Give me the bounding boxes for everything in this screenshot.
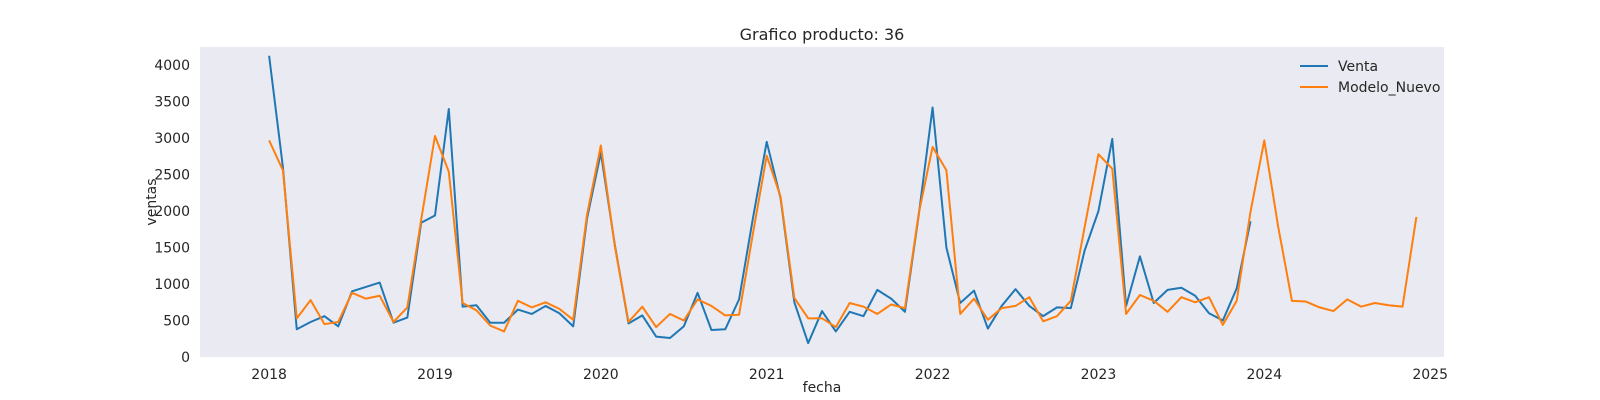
y-tick-label: 2000 <box>154 204 190 220</box>
x-tick-label: 2023 <box>1081 367 1117 383</box>
y-tick-label: 2500 <box>154 168 190 184</box>
y-tick-label: 500 <box>163 314 190 330</box>
x-tick-label: 2021 <box>749 367 785 383</box>
y-tick-label: 1500 <box>154 241 190 257</box>
series-lines <box>268 55 1418 345</box>
x-tick-label: 2025 <box>1412 367 1448 383</box>
x-tick-labels: 2018 2019 2020 2021 2022 2023 2024 2025 <box>251 367 1448 383</box>
y-tick-label: 4000 <box>154 58 190 74</box>
legend: Venta Modelo_Nuevo <box>1300 59 1440 96</box>
x-tick-label: 2020 <box>583 367 619 383</box>
y-axis-label: ventas <box>144 178 160 225</box>
y-tick-label: 1000 <box>154 277 190 293</box>
x-tick-label: 2024 <box>1246 367 1282 383</box>
legend-label: Modelo_Nuevo <box>1338 80 1440 96</box>
series-line-venta <box>268 55 1252 345</box>
chart-title: Grafico producto: 36 <box>740 25 905 44</box>
y-tick-label: 3500 <box>154 95 190 111</box>
x-tick-label: 2018 <box>251 367 287 383</box>
y-tick-labels: 0 500 1000 1500 2000 2500 3000 3500 4000 <box>154 58 190 366</box>
series-line-modelo-nuevo <box>268 134 1418 333</box>
x-axis-label: fecha <box>803 380 842 396</box>
x-tick-label: 2022 <box>915 367 951 383</box>
y-tick-label: 3000 <box>154 131 190 147</box>
legend-label: Venta <box>1338 59 1378 75</box>
x-tick-label: 2019 <box>417 367 453 383</box>
y-tick-label: 0 <box>181 350 190 366</box>
